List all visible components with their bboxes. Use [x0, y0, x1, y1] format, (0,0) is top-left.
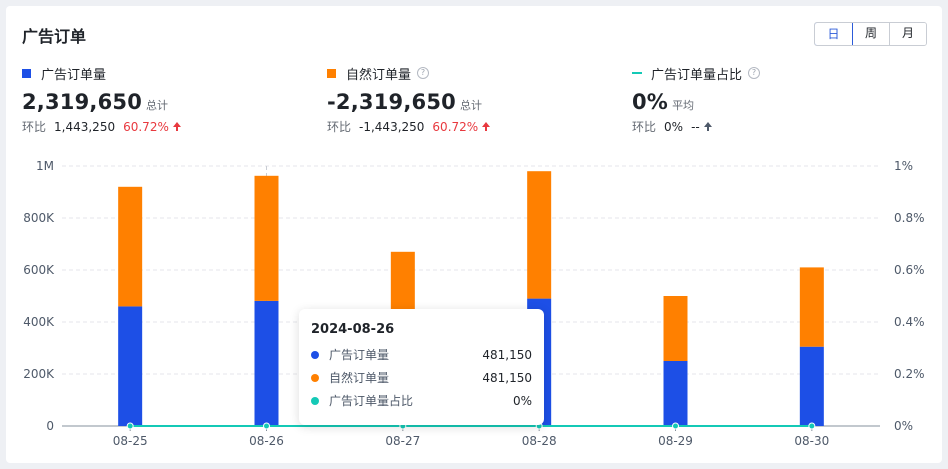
- metric-value: 2,319,650: [22, 90, 143, 114]
- tooltip-dot: [311, 373, 319, 382]
- point-ad-order-share: [126, 422, 134, 430]
- compare-value: 0%: [664, 119, 684, 134]
- legend-line-ad-order-share: [632, 72, 642, 74]
- metric-unit: 总计: [146, 99, 169, 112]
- compare-label: 环比: [632, 120, 657, 134]
- tooltip-row: 自然订单量 481,150: [311, 366, 532, 389]
- point-ad-order-share: [672, 422, 679, 430]
- tooltip-series-value: 481,150: [482, 347, 532, 362]
- tooltip-series-name: 广告订单量占比: [329, 394, 414, 408]
- chart-tooltip: 2024-08-26 广告订单量 481,150 自然订单量 481,150 广…: [299, 309, 544, 425]
- x-tick-label: 08-29: [658, 434, 693, 448]
- metric-label: 自然订单量: [346, 67, 412, 83]
- x-tick-label: 08-25: [113, 434, 148, 448]
- compare-value: 1,443,250: [54, 119, 116, 134]
- help-icon[interactable]: ?: [417, 67, 430, 79]
- tooltip-series-value: 481,150: [482, 370, 532, 385]
- y-left-tick-label: 400K: [23, 315, 55, 329]
- trend-up-icon: [172, 122, 181, 131]
- legend-swatch-ad-orders: [22, 68, 31, 78]
- bar-ad-orders: [663, 361, 688, 426]
- tooltip-series-name: 自然订单量: [329, 371, 390, 385]
- bar-ad-orders: [118, 306, 143, 426]
- metric-ad-order-share: 广告订单量占比 ? 0% 平均 环比 0% --: [632, 64, 761, 135]
- tooltip-row: 广告订单量 481,150: [311, 343, 532, 366]
- y-left-tick-label: 0: [46, 419, 54, 433]
- tooltip-series-name: 广告订单量: [329, 348, 390, 362]
- tooltip-date: 2024-08-26: [311, 322, 395, 337]
- y-right-tick-label: 1%: [894, 159, 913, 173]
- bar-natural-orders: [118, 186, 143, 307]
- y-right-tick-label: 0%: [894, 419, 913, 433]
- metric-ad-orders: 广告订单量 2,319,650 总计 环比 1,443,250 60.72%: [22, 64, 181, 135]
- point-ad-order-share: [263, 422, 270, 430]
- metric-label: 广告订单量占比: [651, 67, 743, 83]
- compare-value: -1,443,250: [359, 119, 425, 134]
- card-title: 广告订单: [22, 27, 87, 46]
- y-right-tick-label: 0.2%: [894, 367, 925, 381]
- period-day-button[interactable]: 日: [815, 23, 853, 45]
- bar-natural-orders: [254, 175, 279, 301]
- period-toggle: 日 周 月: [814, 22, 927, 46]
- period-month-button[interactable]: 月: [889, 23, 926, 45]
- x-tick-label: 08-28: [522, 434, 557, 448]
- tooltip-dot: [311, 396, 319, 405]
- metric-label: 广告订单量: [41, 67, 107, 83]
- x-tick-label: 08-26: [249, 434, 284, 448]
- compare-label: 环比: [22, 120, 47, 134]
- help-icon[interactable]: ?: [748, 67, 761, 79]
- change-percent: 60.72%: [432, 119, 479, 134]
- tooltip-series-value: 0%: [512, 393, 532, 408]
- bar-ad-orders: [799, 346, 824, 426]
- trend-up-icon: [703, 122, 712, 131]
- y-left-tick-label: 600K: [23, 263, 55, 277]
- x-tick-label: 08-27: [385, 434, 420, 448]
- x-tick-label: 08-30: [794, 434, 829, 448]
- metric-natural-orders: 自然订单量 ? -2,319,650 总计 环比 -1,443,250 60.7…: [327, 64, 491, 135]
- tooltip-dot: [311, 350, 319, 359]
- y-right-tick-label: 0.8%: [894, 211, 925, 225]
- change-percent: --: [691, 119, 700, 134]
- y-left-tick-label: 200K: [23, 367, 55, 381]
- y-left-tick-label: 800K: [23, 211, 55, 225]
- bar-natural-orders: [663, 296, 688, 361]
- bar-natural-orders: [799, 267, 824, 347]
- y-left-tick-label: 1M: [36, 159, 54, 173]
- bar-natural-orders: [527, 171, 552, 299]
- y-right-tick-label: 0.6%: [894, 263, 925, 277]
- tooltip-row: 广告订单量占比 0%: [311, 389, 532, 412]
- metric-unit: 平均: [672, 99, 695, 112]
- legend-swatch-natural-orders: [327, 68, 336, 78]
- y-right-tick-label: 0.4%: [894, 315, 925, 329]
- ad-orders-card: 广告订单 日 周 月 广告订单量 2,319,650 总计 环比 1,443,2…: [6, 6, 942, 463]
- point-ad-order-share: [808, 422, 816, 430]
- compare-label: 环比: [327, 120, 352, 134]
- metric-value: -2,319,650: [327, 90, 456, 114]
- metric-value: 0%: [632, 90, 669, 114]
- trend-up-icon: [482, 122, 491, 131]
- bar-ad-orders: [254, 300, 279, 426]
- change-percent: 60.72%: [123, 119, 169, 134]
- metric-unit: 总计: [459, 99, 482, 112]
